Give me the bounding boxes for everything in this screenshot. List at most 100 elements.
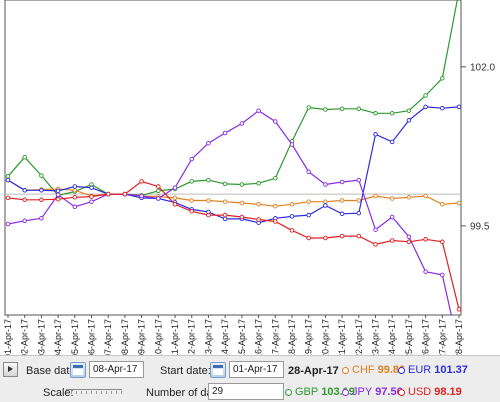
data-point-usd: [456, 307, 461, 312]
data-point-eur: [373, 132, 378, 137]
data-point-chf: [440, 202, 445, 207]
x-tick-label: 03-Apr-17: [36, 319, 46, 355]
data-point-jpy: [339, 179, 345, 185]
data-point-gbp: [339, 106, 345, 112]
data-point-jpy: [373, 227, 378, 232]
data-point-eur: [440, 105, 445, 111]
x-tick-label: 10-Apr-17: [153, 319, 163, 355]
data-point-eur: [222, 216, 228, 222]
x-tick-label: 23-Apr-17: [371, 319, 381, 355]
start-date-input[interactable]: 01-Apr-17: [229, 361, 284, 378]
data-point-chf: [172, 195, 178, 201]
legend-value: 101.37: [434, 364, 468, 376]
base-date-label: Base date:: [26, 365, 79, 377]
data-point-chf: [273, 203, 278, 209]
data-point-usd: [5, 195, 11, 201]
data-point-gbp: [256, 181, 261, 186]
data-point-jpy: [5, 221, 11, 227]
data-point-jpy: [440, 272, 445, 278]
line-chart: 102.0 99.5 01-Apr-17 02-Apr-17 03-Apr-17 04-…: [3, 0, 495, 355]
base-date-calendar-icon[interactable]: [70, 362, 86, 378]
x-tick-label: 14-Apr-17: [220, 319, 230, 355]
data-point-usd: [206, 212, 211, 218]
data-point-chf: [239, 200, 245, 206]
x-tick-label: 13-Apr-17: [203, 319, 213, 355]
data-point-jpy: [273, 119, 278, 124]
play-button[interactable]: [3, 362, 18, 377]
start-date-calendar-icon[interactable]: [210, 362, 226, 378]
usd-marker-icon: [398, 388, 405, 396]
plot-frame: [4, 0, 462, 316]
days-input[interactable]: 29: [208, 383, 284, 400]
data-point-jpy: [423, 269, 428, 274]
x-tick-label: 15-Apr-17: [237, 319, 247, 355]
data-point-eur: [339, 211, 345, 217]
data-point-jpy: [22, 218, 27, 224]
data-point-usd: [39, 197, 44, 203]
data-point-jpy: [39, 216, 44, 221]
data-point-eur: [323, 203, 328, 208]
data-point-jpy: [55, 192, 61, 197]
legend-item-jpy[interactable]: JPY 97.56: [342, 386, 403, 399]
play-icon: [8, 366, 13, 372]
days-label: Number of days:: [146, 387, 227, 399]
data-point-jpy: [406, 234, 412, 239]
data-point-gbp: [423, 93, 428, 98]
data-point-usd: [273, 219, 278, 224]
legend-label: JPY: [352, 386, 373, 398]
data-point-jpy: [289, 142, 295, 147]
x-tick-label: 24-Apr-17: [387, 319, 397, 355]
end-date: 28-Apr-17: [288, 365, 339, 377]
data-point-usd: [22, 197, 27, 203]
legend-item-chf[interactable]: CHF 99.86: [342, 364, 405, 377]
data-point-jpy: [72, 204, 78, 210]
legend-label: CHF: [352, 364, 375, 376]
data-point-chf: [423, 193, 428, 199]
data-point-eur: [72, 184, 78, 189]
data-point-chf: [222, 199, 228, 204]
data-point-jpy: [189, 156, 194, 162]
data-point-eur: [306, 212, 311, 218]
base-date-input[interactable]: 08-Apr-17: [89, 361, 144, 378]
data-point-usd: [72, 195, 78, 200]
data-point-chf: [256, 202, 261, 207]
data-point-usd: [423, 237, 428, 242]
data-point-eur: [55, 188, 61, 194]
data-point-gbp: [306, 105, 311, 110]
x-tick-label: 16-Apr-17: [254, 319, 264, 355]
x-tick-label: 08-Apr-17: [120, 319, 130, 355]
x-axis: 01-Apr-17 02-Apr-17 03-Apr-17 04-Apr-17 05-A…: [3, 315, 464, 355]
data-point-eur: [89, 185, 94, 190]
data-point-usd: [339, 233, 345, 239]
x-tick-label: 19-Apr-17: [304, 319, 314, 355]
data-point-gbp: [22, 154, 27, 160]
x-tick-label: 25-Apr-17: [404, 319, 414, 355]
data-point-usd: [105, 191, 111, 197]
data-point-usd: [356, 233, 362, 239]
legend-value: 97.56: [375, 386, 403, 398]
data-point-eur: [389, 139, 395, 145]
data-point-gbp: [323, 107, 328, 112]
data-point-usd: [440, 239, 445, 245]
x-tick-label: 09-Apr-17: [137, 319, 147, 355]
data-point-gbp: [406, 108, 412, 113]
data-point-eur: [456, 104, 461, 110]
data-point-usd: [256, 217, 261, 222]
data-point-chf: [289, 202, 295, 207]
data-point-usd: [389, 238, 395, 243]
scale-slider[interactable]: [66, 385, 122, 395]
data-point-eur: [356, 210, 362, 216]
x-tick-label: 20-Apr-17: [320, 319, 330, 355]
data-point-usd: [373, 242, 378, 247]
series-line-eur: [7, 106, 460, 224]
data-point-eur: [39, 188, 44, 193]
data-point-jpy: [172, 185, 178, 190]
data-point-chf: [356, 198, 362, 203]
data-point-jpy: [156, 196, 161, 201]
legend-item-usd[interactable]: USD 98.19: [398, 386, 462, 399]
data-point-usd: [323, 235, 328, 241]
data-point-gbp: [222, 181, 228, 187]
chf-marker-icon: [342, 366, 349, 374]
x-tick-label: 04-Apr-17: [53, 319, 63, 355]
legend-item-eur[interactable]: EUR 101.37: [398, 364, 468, 377]
